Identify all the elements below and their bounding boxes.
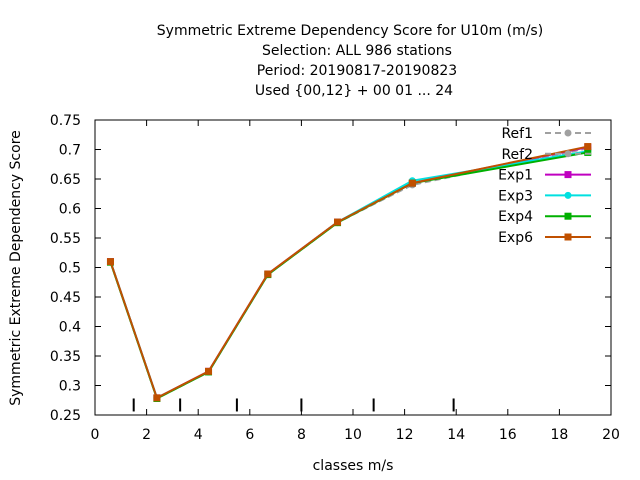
x-tick-label: 0 <box>91 427 100 443</box>
series-exp3 <box>106 147 592 402</box>
y-tick-label: 0.55 <box>50 231 81 247</box>
legend-label: Ref1 <box>501 126 533 142</box>
title-line-4: Used {00,12} + 00 01 ... 24 <box>255 83 453 99</box>
series-exp6 <box>106 143 592 402</box>
x-tick-label: 12 <box>396 427 414 443</box>
y-axis-label: Symmetric Extreme Dependency Score <box>8 130 24 406</box>
series-ref2 <box>106 144 592 402</box>
data-point <box>564 233 572 241</box>
x-tick-label: 20 <box>602 427 620 443</box>
x-tick-label: 2 <box>142 427 151 443</box>
y-tick-label: 0.65 <box>50 172 81 188</box>
legend: Ref1 Ref2 Exp1 Exp3 Exp4 Exp6 <box>498 126 591 246</box>
series-layer <box>106 143 592 402</box>
plot-area <box>94 119 612 416</box>
x-tick-label: 6 <box>245 427 254 443</box>
data-point <box>564 171 572 179</box>
y-tick-label: 0.7 <box>59 143 81 159</box>
data-point <box>408 179 416 187</box>
series-line <box>109 146 588 400</box>
series-line <box>109 147 588 400</box>
data-point <box>564 191 572 199</box>
x-tick-label: 4 <box>194 427 203 443</box>
data-point <box>564 129 572 137</box>
legend-label: Exp3 <box>498 188 533 204</box>
data-point <box>153 394 161 402</box>
x-tick-label: 18 <box>550 427 568 443</box>
y-tick-label: 0.3 <box>59 379 81 395</box>
x-tick-label: 8 <box>297 427 306 443</box>
legend-label: Exp6 <box>498 230 533 246</box>
y-tick-label: 0.75 <box>50 113 81 129</box>
legend-label: Ref2 <box>501 147 533 163</box>
y-tick-label: 0.5 <box>59 261 81 277</box>
data-point <box>106 258 114 266</box>
y-axis: 0.25 0.3 0.35 0.4 0.45 0.5 0.55 0.6 0.65 0.7 0.75 <box>50 113 611 424</box>
x-axis: 0 2 4 6 8 10 12 14 16 18 20 <box>91 120 620 443</box>
y-tick-label: 0.45 <box>50 290 81 306</box>
title-line-1: Symmetric Extreme Dependency Score for U… <box>157 23 543 39</box>
data-point <box>564 150 572 158</box>
x-tick-label: 14 <box>447 427 465 443</box>
x-tick-label: 10 <box>344 427 362 443</box>
data-point <box>264 270 272 278</box>
series-line <box>109 145 588 400</box>
data-point <box>334 218 342 226</box>
data-point <box>564 212 572 220</box>
y-tick-label: 0.6 <box>59 202 81 218</box>
title-line-2: Selection: ALL 986 stations <box>262 43 452 59</box>
class-boundaries <box>132 398 455 412</box>
data-point <box>205 367 213 375</box>
y-tick-label: 0.25 <box>50 408 81 424</box>
series-exp4 <box>106 148 592 402</box>
chart-title: Symmetric Extreme Dependency Score for U… <box>157 23 543 99</box>
series-line <box>109 146 588 400</box>
y-tick-label: 0.35 <box>50 349 81 365</box>
legend-label: Exp4 <box>498 209 533 225</box>
x-axis-label: classes m/s <box>313 458 394 474</box>
legend-label: Exp1 <box>498 168 533 184</box>
y-tick-label: 0.4 <box>59 320 81 336</box>
data-point <box>584 143 592 151</box>
x-tick-label: 16 <box>499 427 517 443</box>
title-line-3: Period: 20190817-20190823 <box>257 63 457 79</box>
